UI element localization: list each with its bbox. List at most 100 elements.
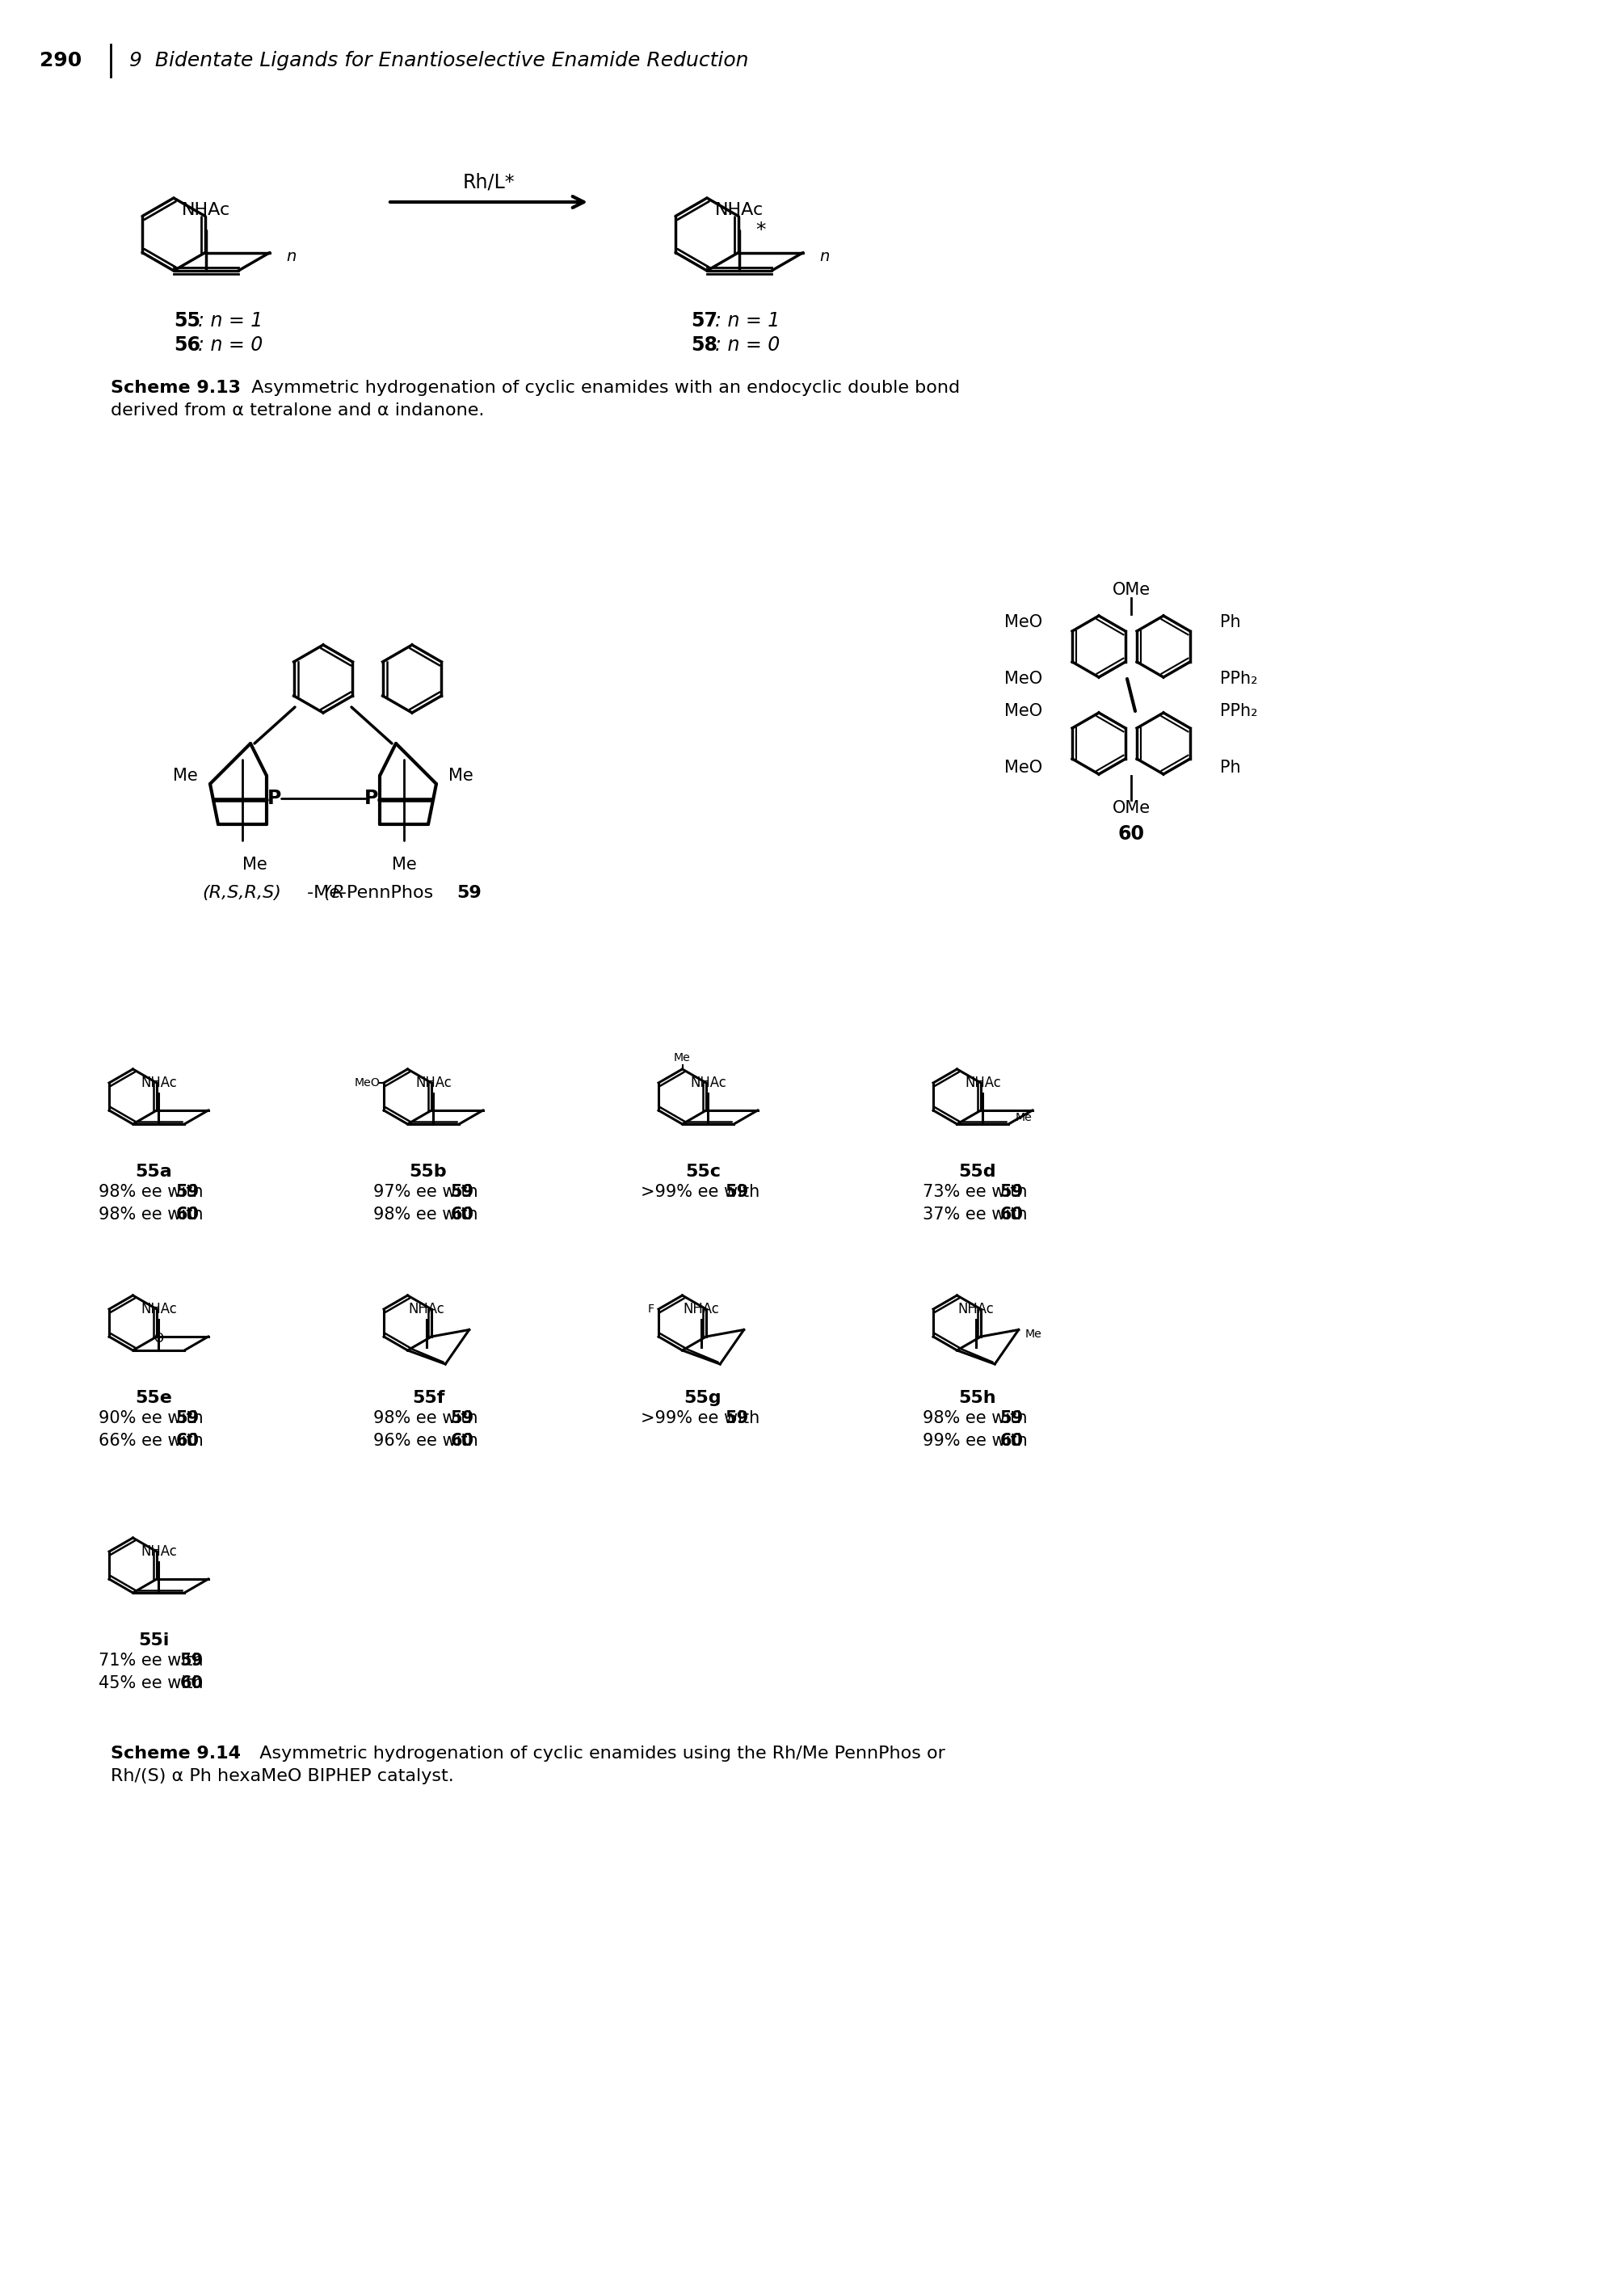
Text: NHAc: NHAc: [182, 202, 231, 218]
Text: 59: 59: [450, 1411, 474, 1427]
Text: 57: 57: [690, 312, 718, 330]
Text: : n = 0: : n = 0: [198, 334, 263, 355]
Text: PPh₂: PPh₂: [1220, 671, 1257, 687]
Text: Asymmetric hydrogenation of cyclic enamides using the Rh/Me PennPhos or: Asymmetric hydrogenation of cyclic enami…: [248, 1746, 945, 1762]
Text: (R,S,R,S): (R,S,R,S): [201, 884, 281, 900]
Text: 71% ee with: 71% ee with: [99, 1652, 208, 1668]
Text: -Me-PennPhos: -Me-PennPhos: [307, 884, 438, 900]
Text: 60: 60: [1000, 1207, 1023, 1223]
Text: 96% ee with: 96% ee with: [374, 1432, 484, 1448]
Text: n: n: [818, 250, 830, 263]
Text: 55c: 55c: [685, 1164, 721, 1180]
Text: 290: 290: [39, 50, 81, 71]
Text: MeO: MeO: [1004, 614, 1043, 630]
Text: 60: 60: [175, 1207, 200, 1223]
Text: Me: Me: [1015, 1111, 1031, 1123]
Text: 56: 56: [174, 334, 200, 355]
Text: 60: 60: [450, 1207, 474, 1223]
Text: 66% ee with: 66% ee with: [99, 1432, 208, 1448]
Text: 59: 59: [1000, 1184, 1023, 1200]
Text: Ph: Ph: [1220, 761, 1241, 777]
Text: >99% ee with: >99% ee with: [641, 1411, 765, 1427]
Text: 60: 60: [175, 1432, 200, 1448]
Text: 59: 59: [175, 1184, 200, 1200]
Text: F: F: [648, 1304, 654, 1315]
Text: 60: 60: [1117, 825, 1145, 843]
Text: 59: 59: [450, 1184, 474, 1200]
Text: NHAc: NHAc: [715, 202, 763, 218]
Text: O: O: [154, 1333, 164, 1345]
Text: 55e: 55e: [135, 1391, 172, 1407]
Text: 55a: 55a: [135, 1164, 172, 1180]
Text: NHAc: NHAc: [684, 1301, 719, 1315]
Text: *: *: [755, 220, 765, 241]
Text: NHAc: NHAc: [416, 1074, 451, 1091]
Text: 58: 58: [690, 334, 718, 355]
Text: Scheme 9.14: Scheme 9.14: [110, 1746, 240, 1762]
Text: 55g: 55g: [684, 1391, 721, 1407]
Text: 98% ee with: 98% ee with: [374, 1207, 484, 1223]
Text: 55i: 55i: [138, 1633, 169, 1650]
Text: 55h: 55h: [958, 1391, 997, 1407]
Text: 59: 59: [180, 1652, 203, 1668]
Text: MeO: MeO: [1004, 671, 1043, 687]
Text: 55: 55: [174, 312, 200, 330]
Text: Rh/L*: Rh/L*: [463, 172, 515, 192]
Text: 59: 59: [1000, 1411, 1023, 1427]
Text: derived from α tetralone and α indanone.: derived from α tetralone and α indanone.: [110, 403, 484, 419]
Text: 98% ee with: 98% ee with: [922, 1411, 1033, 1427]
Text: : n = 1: : n = 1: [198, 312, 263, 330]
Text: 98% ee with: 98% ee with: [99, 1207, 208, 1223]
Text: MeO: MeO: [354, 1077, 380, 1088]
Text: OMe: OMe: [1112, 582, 1150, 598]
Text: NHAc: NHAc: [141, 1301, 177, 1315]
Text: 55d: 55d: [958, 1164, 997, 1180]
Text: 59: 59: [724, 1184, 749, 1200]
Text: Me: Me: [448, 767, 473, 784]
Text: MeO: MeO: [1004, 761, 1043, 777]
Text: 60: 60: [180, 1675, 203, 1691]
Text: 37% ee with: 37% ee with: [922, 1207, 1033, 1223]
Text: Me: Me: [1025, 1329, 1043, 1340]
Text: NHAc: NHAc: [690, 1074, 726, 1091]
Text: Me: Me: [674, 1052, 690, 1063]
Text: n: n: [286, 250, 296, 263]
Text: NHAc: NHAc: [141, 1074, 177, 1091]
Text: Ph: Ph: [1220, 614, 1241, 630]
Text: MeO: MeO: [1004, 703, 1043, 719]
Text: OMe: OMe: [1112, 800, 1150, 816]
Text: Rh/(S) α Ph hexaMeO BIPHEP catalyst.: Rh/(S) α Ph hexaMeO BIPHEP catalyst.: [110, 1769, 453, 1785]
Text: >99% ee with: >99% ee with: [641, 1184, 765, 1200]
Text: Me: Me: [242, 857, 266, 873]
Text: 98% ee with: 98% ee with: [99, 1184, 208, 1200]
Text: P: P: [365, 788, 378, 809]
Text: 60: 60: [1000, 1432, 1023, 1448]
Text: 59: 59: [456, 884, 481, 900]
Text: NHAc: NHAc: [965, 1074, 1000, 1091]
Text: Asymmetric hydrogenation of cyclic enamides with an endocyclic double bond: Asymmetric hydrogenation of cyclic enami…: [240, 380, 960, 396]
Text: Scheme 9.13: Scheme 9.13: [110, 380, 240, 396]
Text: 98% ee with: 98% ee with: [374, 1411, 484, 1427]
Text: 9  Bidentate Ligands for Enantioselective Enamide Reduction: 9 Bidentate Ligands for Enantioselective…: [130, 50, 749, 71]
Text: 97% ee with: 97% ee with: [374, 1184, 484, 1200]
Text: R: R: [331, 884, 344, 900]
Text: NHAc: NHAc: [141, 1544, 177, 1558]
Text: 73% ee with: 73% ee with: [922, 1184, 1033, 1200]
Text: 59: 59: [175, 1411, 200, 1427]
Text: 90% ee with: 90% ee with: [99, 1411, 208, 1427]
Text: : n = 0: : n = 0: [715, 334, 780, 355]
Text: 45% ee with: 45% ee with: [99, 1675, 208, 1691]
Text: 60: 60: [450, 1432, 474, 1448]
Text: P: P: [268, 788, 281, 809]
Text: 99% ee with: 99% ee with: [922, 1432, 1033, 1448]
Text: Me: Me: [391, 857, 416, 873]
Text: 55f: 55f: [412, 1391, 445, 1407]
Text: : n = 1: : n = 1: [715, 312, 780, 330]
Text: NHAc: NHAc: [958, 1301, 994, 1315]
Text: (: (: [323, 884, 330, 900]
Text: Me: Me: [174, 767, 198, 784]
Text: 55b: 55b: [409, 1164, 447, 1180]
Text: NHAc: NHAc: [408, 1301, 445, 1315]
Text: 59: 59: [724, 1411, 749, 1427]
Text: PPh₂: PPh₂: [1220, 703, 1257, 719]
